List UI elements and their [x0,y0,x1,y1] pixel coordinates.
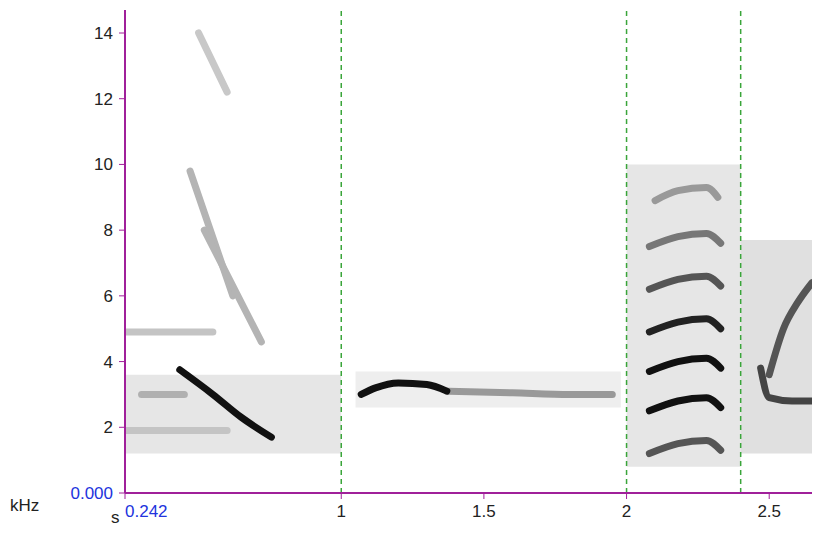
svg-text:8: 8 [104,221,113,240]
svg-text:12: 12 [94,90,113,109]
svg-text:0.242: 0.242 [125,502,168,521]
svg-text:1: 1 [337,502,346,521]
svg-text:0.000: 0.000 [70,484,113,503]
svg-text:10: 10 [94,155,113,174]
svg-text:4: 4 [104,353,113,372]
svg-text:2: 2 [104,418,113,437]
html-text:s: s [111,508,120,527]
svg-text:2: 2 [622,502,631,521]
svg-text:1.5: 1.5 [472,502,496,521]
html-text:kHz: kHz [10,496,40,515]
svg-text:2.5: 2.5 [757,502,781,521]
svg-text:6: 6 [104,287,113,306]
svg-text:14: 14 [94,24,113,43]
